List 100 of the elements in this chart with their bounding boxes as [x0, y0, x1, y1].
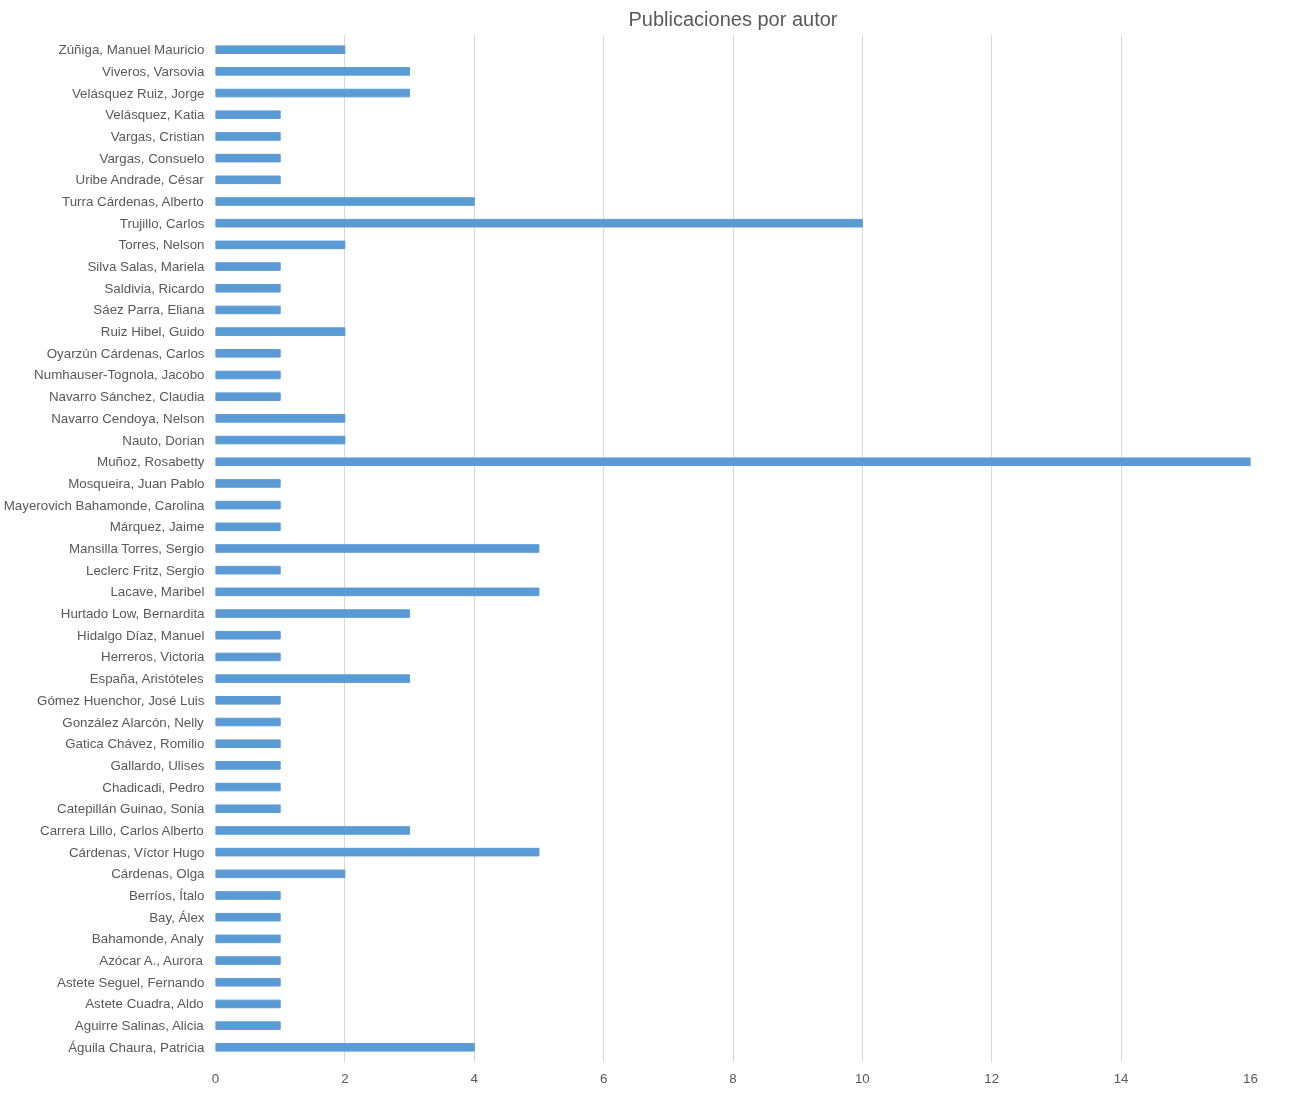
y-tick-label: Sáez Parra, Eliana — [93, 302, 206, 318]
x-tick-label: 2 — [341, 1070, 349, 1086]
x-tick-label: 14 — [1113, 1070, 1130, 1086]
bar — [215, 696, 281, 705]
y-tick-label: Saldivia, Ricardo — [104, 280, 205, 296]
bar — [215, 565, 281, 575]
bar — [215, 1043, 475, 1052]
y-tick-label: Viveros, Varsovia — [102, 63, 206, 79]
y-tick-label: Hurtado Low, Bernardita — [60, 606, 206, 622]
bar — [215, 674, 411, 683]
y-tick-label: Astete Seguel, Fernando — [57, 974, 205, 990]
y-tick-label: Cárdenas, Víctor Hugo — [68, 844, 205, 860]
y-tick-label: Bay, Álex — [149, 909, 205, 925]
bar — [215, 761, 281, 770]
bar — [215, 869, 346, 879]
y-tick-label: Uribe Andrade, César — [75, 172, 205, 188]
bar — [215, 912, 281, 922]
bar — [215, 132, 281, 141]
bar — [215, 479, 281, 488]
bar — [215, 153, 281, 163]
y-tick-label: Águila Chaura, Patricia — [68, 1039, 206, 1055]
x-tick-label: 8 — [729, 1070, 737, 1086]
bar — [215, 891, 281, 900]
y-tick-label: España, Aristóteles — [89, 671, 205, 687]
bar — [215, 218, 863, 228]
y-tick-label: Gatica Chávez, Romilio — [65, 736, 205, 752]
bar — [215, 414, 346, 423]
y-tick-label: Lacave, Maribel — [110, 584, 205, 600]
bar — [215, 804, 281, 814]
x-tick-label: 16 — [1243, 1070, 1258, 1086]
bar — [215, 652, 281, 662]
y-tick-label: Astete Cuadra, Aldo — [85, 996, 204, 1012]
x-tick-label: 6 — [599, 1070, 608, 1086]
x-tick-label: 12 — [984, 1070, 1000, 1086]
bar — [215, 739, 281, 748]
y-tick-label: Mansilla Torres, Sergio — [68, 541, 205, 556]
bar — [215, 175, 281, 185]
bar — [215, 45, 346, 54]
y-tick-label: Silva Salas, Mariela — [87, 259, 206, 275]
y-tick-label: Aguirre Salinas, Alicia — [74, 1018, 205, 1034]
bar — [215, 88, 411, 98]
y-tick-label: Vargas, Cristian — [110, 128, 205, 144]
y-tick-label: Gómez Huenchor, José Luis — [37, 692, 205, 708]
y-tick-label: Torres, Nelson — [118, 237, 205, 253]
y-tick-label: Trujillo, Carlos — [119, 215, 205, 231]
y-tick-label: Turra Cárdenas, Alberto — [62, 194, 204, 209]
y-tick-label: Navarro Cendoya, Nelson — [51, 410, 205, 426]
x-tick-label: 4 — [470, 1070, 479, 1086]
y-tick-label: Carrera Lillo, Carlos Alberto — [40, 822, 204, 838]
y-tick-label: Berríos, Ítalo — [128, 888, 205, 903]
y-tick-label: Zúñiga, Manuel Mauricio — [58, 42, 205, 58]
y-tick-label: Oyarzún Cárdenas, Carlos — [46, 345, 205, 361]
bar — [215, 197, 475, 206]
y-tick-label: Mosqueira, Juan Pablo — [68, 475, 205, 491]
y-tick-label: Velásquez, Katia — [105, 107, 206, 123]
y-tick-label: Catepillán Guinao, Sonia — [57, 801, 206, 817]
bar — [215, 67, 411, 76]
y-tick-label: Velásquez Ruiz, Jorge — [71, 85, 205, 101]
bar — [215, 435, 346, 445]
y-tick-label: Azócar A., Aurora — [99, 953, 204, 969]
bar — [215, 370, 281, 380]
bar — [215, 717, 281, 727]
y-tick-label: Márquez, Jaime — [109, 519, 205, 535]
bar — [215, 934, 281, 944]
bar — [215, 349, 281, 358]
y-tick-label: Chadicadi, Pedro — [102, 779, 205, 795]
bar — [215, 522, 281, 532]
y-tick-label: Navarro Sánchez, Claudia — [48, 389, 206, 405]
y-tick-label: Nauto, Dorian — [122, 432, 205, 448]
bar — [215, 262, 281, 271]
bar — [215, 782, 281, 792]
x-tick-label: 0 — [211, 1070, 220, 1086]
bar — [215, 609, 411, 618]
bar — [215, 392, 281, 401]
y-tick-label: Hidalgo Díaz, Manuel — [77, 627, 205, 643]
bar — [215, 240, 346, 250]
bar — [215, 847, 540, 857]
bar — [215, 457, 1251, 467]
chart-title: Publicaciones por autor — [628, 7, 838, 30]
bar — [215, 630, 281, 640]
bar — [215, 956, 281, 965]
y-tick-label: Bahamonde, Analy — [91, 931, 205, 947]
bar — [215, 327, 346, 336]
y-tick-label: Ruiz Hibel, Guido — [100, 324, 205, 340]
bar — [215, 305, 281, 315]
y-tick-label: Muñoz, Rosabetty — [97, 454, 205, 470]
x-tick-label: 10 — [854, 1070, 870, 1086]
bar — [215, 283, 281, 293]
bar — [215, 500, 281, 510]
y-tick-label: Leclerc Fritz, Sergio — [85, 562, 205, 578]
bar — [215, 999, 281, 1009]
bar — [215, 977, 281, 987]
bar — [215, 826, 411, 835]
y-tick-label: Vargas, Consuelo — [99, 150, 205, 166]
bar — [215, 1021, 281, 1030]
bar — [215, 544, 540, 553]
y-tick-label: Numhauser-Tognola, Jacobo — [34, 367, 205, 383]
bar — [215, 587, 540, 597]
y-tick-label: González Alarcón, Nelly — [62, 714, 205, 730]
y-tick-label: Herreros, Victoria — [101, 649, 206, 665]
